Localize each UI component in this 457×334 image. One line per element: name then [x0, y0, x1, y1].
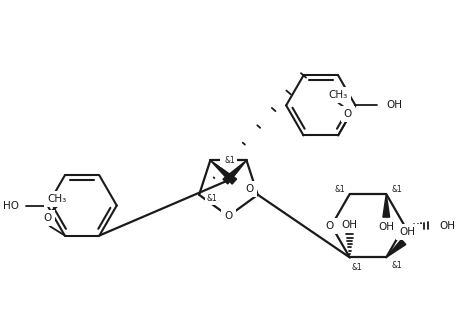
Polygon shape: [386, 239, 406, 258]
Text: O: O: [43, 213, 52, 223]
Text: OH: OH: [378, 222, 394, 232]
Text: OH: OH: [386, 101, 402, 111]
Polygon shape: [210, 160, 237, 184]
Text: &1: &1: [207, 194, 218, 203]
Text: O: O: [224, 211, 233, 221]
Text: OH: OH: [439, 221, 455, 231]
Text: &1: &1: [391, 261, 402, 270]
Polygon shape: [223, 160, 246, 184]
Text: &1: &1: [334, 185, 345, 194]
Text: O: O: [325, 221, 334, 231]
Text: CH₃: CH₃: [48, 194, 67, 204]
Text: &1: &1: [409, 226, 420, 235]
Text: &1: &1: [222, 156, 233, 165]
Text: O: O: [246, 184, 254, 194]
Text: HO: HO: [3, 200, 19, 210]
Text: OH: OH: [399, 227, 415, 237]
Text: OH: OH: [342, 220, 358, 230]
Text: CH₃: CH₃: [329, 90, 348, 100]
Text: &1: &1: [391, 185, 402, 194]
Text: &1: &1: [224, 156, 235, 165]
Text: &1: &1: [351, 263, 362, 272]
Text: O: O: [344, 109, 352, 119]
Polygon shape: [383, 194, 390, 217]
